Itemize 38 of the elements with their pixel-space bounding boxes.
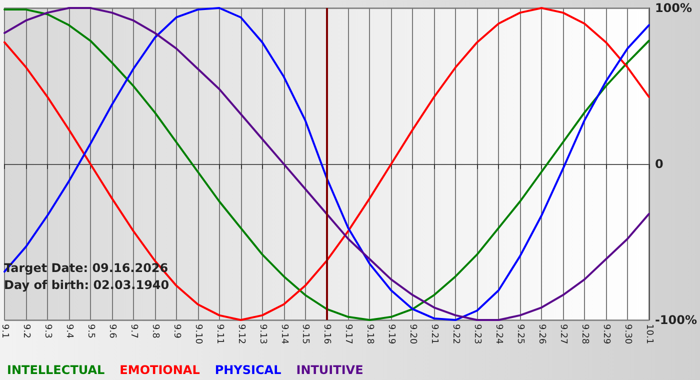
x-tick-label: 9.10	[192, 324, 203, 344]
x-tick-label: 9.12	[236, 324, 246, 344]
text: INTUITIVE	[296, 363, 364, 377]
x-tick-label: 9.2	[20, 324, 31, 338]
x-tick-label: 9.8	[150, 324, 160, 339]
x-tick-label: 10.1	[644, 324, 654, 344]
x-tick-label: 9.9	[171, 324, 182, 339]
x-tick-label: 9.28	[580, 324, 590, 344]
x-tick-label: 9.7	[128, 324, 138, 338]
x-tick-label: 9.30	[622, 324, 632, 344]
x-tick-label: 9.20	[408, 324, 418, 344]
x-tick-label: 9.16	[322, 324, 332, 344]
text: INTELLECTUAL	[7, 363, 106, 377]
x-tick-label: 9.27	[558, 324, 568, 344]
x-tick-label: 9.3	[42, 324, 52, 338]
x-tick-label: 9.23	[472, 324, 482, 344]
x-tick-label: 9.24	[494, 324, 504, 344]
x-tick-label: 9.13	[257, 324, 268, 344]
x-tick-label: 9.29	[600, 324, 611, 344]
y-tick-label: 0	[654, 157, 664, 171]
text: EMOTIONAL	[120, 363, 200, 377]
x-tick-label: 9.5	[85, 324, 96, 338]
x-tick-label: 9.18	[364, 324, 375, 344]
x-tick-label: 9.17	[343, 324, 354, 344]
x-tick-label: 9.4	[64, 324, 74, 339]
y-tick-label: 100%	[654, 1, 692, 15]
x-tick-label: 9.11	[214, 324, 224, 344]
x-tick-label: 9.26	[536, 324, 547, 344]
x-tick-label: 9.19	[386, 324, 396, 344]
y-tick-label: -100%	[654, 313, 698, 327]
x-tick-label: 9.15	[300, 324, 310, 344]
text: PHYSICAL	[214, 363, 282, 377]
x-tick-label: 9.14	[278, 324, 289, 344]
x-tick-label: 9.1	[0, 324, 10, 338]
x-tick-label: 9.22	[450, 324, 461, 344]
x-tick-label: 9.25	[515, 324, 526, 344]
x-tick-label: 9.21	[429, 324, 440, 344]
x-tick-label: 9.6	[106, 324, 117, 339]
